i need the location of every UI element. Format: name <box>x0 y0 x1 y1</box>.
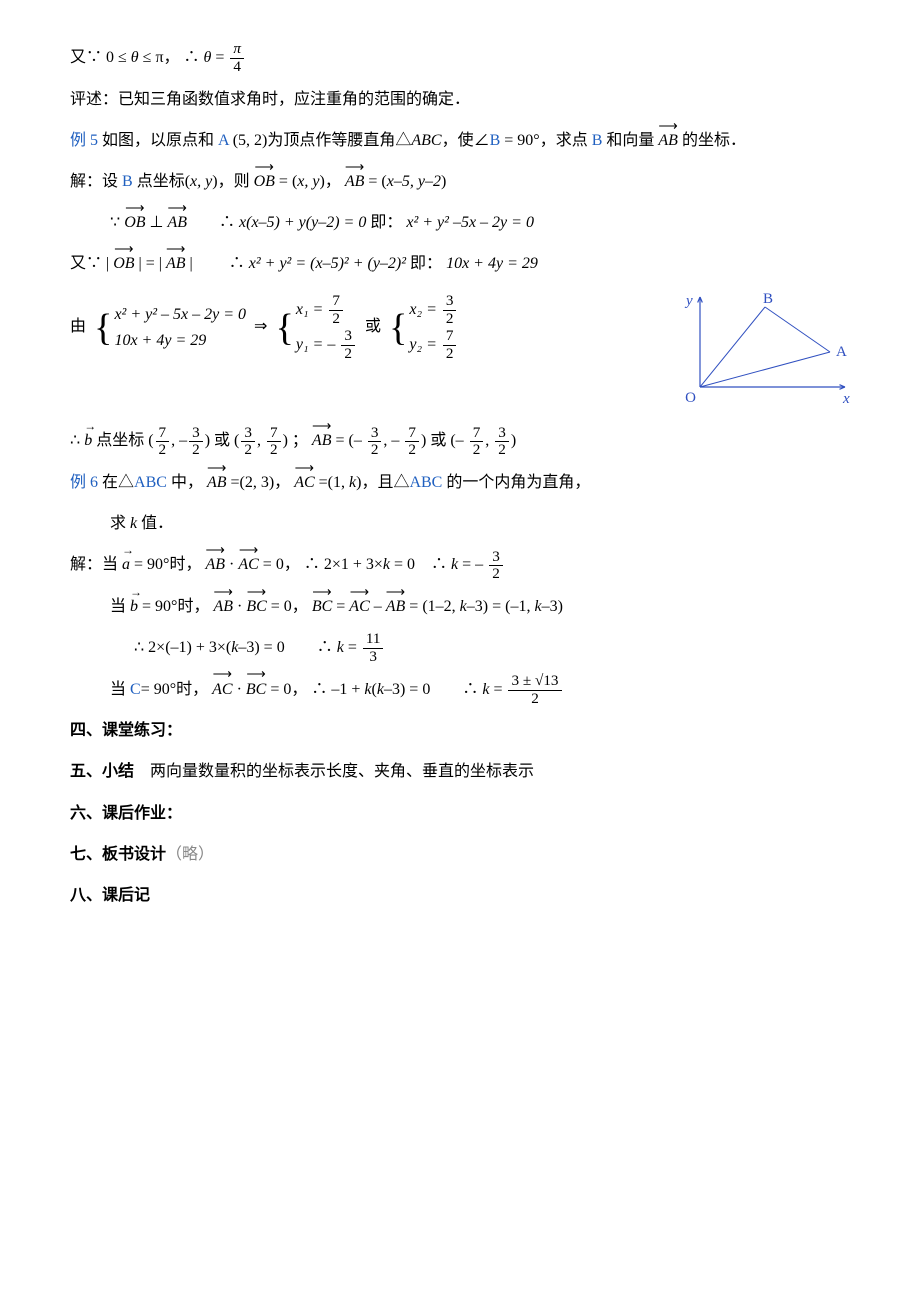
system-line: 由 { x² + y² – 5x – 2y = 0 10x + 4y = 29 … <box>70 293 650 362</box>
text: 又∵ 0 ≤ <box>70 49 131 66</box>
solution-line-1: 解：设 B 点坐标(x, y)，则 OB = (x, y)， AB = (x–5… <box>70 164 850 199</box>
section-4: 四、课堂练习： <box>70 713 850 748</box>
ex6-case-a: 解：当 a = 90°时， AB · AC = 0， ∴ 2×1 + 3×k =… <box>70 547 850 583</box>
line-theta: 又∵ 0 ≤ θ ≤ π， ∴ θ = π4 <box>70 40 850 76</box>
fraction-pi-4: π4 <box>230 41 244 75</box>
solution-set-2: { x₂ = 32 y₂ = 72 <box>389 293 459 362</box>
section-6: 六、课后作业： <box>70 796 850 831</box>
example-6-cont: 求 k 值． <box>70 506 850 541</box>
example-label: 例 6 <box>70 474 98 491</box>
theta: θ <box>131 49 139 66</box>
svg-text:O: O <box>685 390 696 406</box>
text: = <box>211 49 228 66</box>
conclusion-coords: ∴ b 点坐标 (72, –32) 或 (32, 72) ； AB = (– 3… <box>70 423 850 459</box>
solution-label: 解： <box>70 173 102 190</box>
svg-text:A: A <box>836 344 847 360</box>
solution-set-1: { x₁ = 72 y₁ = – 32 <box>275 293 357 362</box>
svg-text:x: x <box>842 391 850 407</box>
system-row: 由 { x² + y² – 5x – 2y = 0 10x + 4y = 29 … <box>70 287 850 417</box>
section-7: 七、板书设计（略） <box>70 837 850 872</box>
ex6-case-c: 当 C= 90°时， AC · BC = 0， ∴ –1 + k(k–3) = … <box>70 672 850 708</box>
example-5: 例 5 如图，以原点和 A (5, 2)为顶点作等腰直角△ABC，使∠B = 9… <box>70 123 850 158</box>
ex6-case-b: 当 b = 90°时， AB · BC = 0， BC = AC – AB = … <box>70 589 850 624</box>
step-magnitude: 又∵ | OB | = | AB | ∴ x² + y² = (x–5)² + … <box>70 246 850 281</box>
system-1: { x² + y² – 5x – 2y = 0 10x + 4y = 29 <box>94 302 246 353</box>
svg-text:y: y <box>684 293 693 309</box>
section-5: 五、小结 两向量数量积的坐标表示长度、夹角、垂直的坐标表示 <box>70 754 850 789</box>
comment-line: 评述：已知三角函数值求角时，应注重角的范围的确定． <box>70 82 850 117</box>
example-label: 例 5 <box>70 132 98 149</box>
ex6-case-b-result: ∴ 2×(–1) + 3×(k–3) = 0 ∴ k = 113 <box>70 630 850 666</box>
svg-text:B: B <box>763 291 773 307</box>
section-8: 八、课后记 <box>70 878 850 913</box>
text: ≤ π， ∴ <box>139 49 204 66</box>
comment-label: 评述： <box>70 91 118 108</box>
example-6: 例 6 在△ABC 中， AB =(2, 3)， AC =(1, k)，且△AB… <box>70 465 850 500</box>
step-perp: ∵ OB ⊥ AB ∴ x(x–5) + y(y–2) = 0 即： x² + … <box>70 205 850 240</box>
comment-text: 已知三角函数值求角时，应注重角的范围的确定． <box>118 91 470 108</box>
triangle-figure: O A Bx y <box>670 287 850 417</box>
